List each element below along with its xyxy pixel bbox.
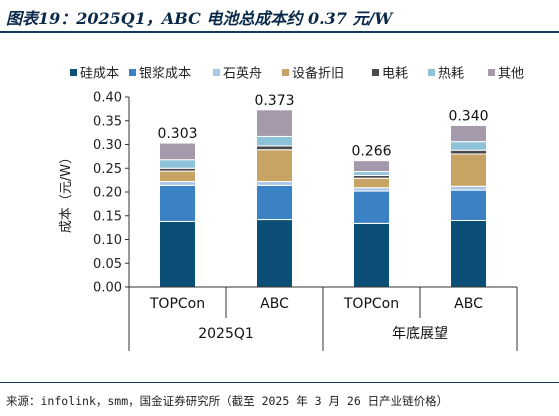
- legend-label: 设备折旧: [292, 66, 344, 82]
- legend-swatch: [70, 69, 77, 76]
- x-group-label: 年底展望: [392, 326, 448, 342]
- bar-segment: [450, 153, 487, 187]
- y-tick-label: 0.00: [93, 281, 122, 296]
- source-note: 来源：infolink，smm，国金证券研究所（截至 2025 年 3 月 26…: [6, 394, 449, 408]
- chart-title: 图表19：2025Q1，ABC 电池总成本约 0.37 元/W: [6, 9, 393, 28]
- bar-segment: [353, 171, 390, 176]
- bar-segment: [450, 149, 487, 155]
- bar-segment: [353, 222, 390, 288]
- legend-label: 其他: [498, 67, 524, 82]
- bar-segment: [159, 220, 196, 288]
- bar-segment: [256, 109, 293, 137]
- y-tick-label: 0.30: [93, 138, 122, 153]
- bar-segment: [159, 159, 196, 169]
- legend-swatch: [213, 69, 220, 76]
- y-tick-label: 0.40: [93, 91, 122, 106]
- bar-segment: [353, 160, 390, 173]
- bar-segment: [159, 142, 196, 161]
- bar-segment: [450, 220, 487, 288]
- bar-segment: [256, 135, 293, 147]
- bar-segment: [450, 189, 487, 222]
- bar-segment: [450, 141, 487, 151]
- x-tick-label: ABC: [454, 296, 483, 312]
- y-tick-label: 0.20: [93, 186, 122, 201]
- title-divider: [0, 31, 559, 33]
- bar-segment: [256, 149, 293, 183]
- legend-swatch: [488, 69, 495, 76]
- legend-swatch: [372, 69, 379, 76]
- legend-label: 硅成本: [80, 67, 119, 82]
- total-label: 0.373: [254, 93, 294, 109]
- y-axis-label: 成本（元/W）: [59, 151, 74, 233]
- legend-swatch: [282, 69, 289, 76]
- y-tick-label: 0.15: [93, 209, 122, 224]
- y-tick-label: 0.10: [93, 233, 122, 248]
- total-label: 0.340: [448, 109, 488, 125]
- x-tick-label: ABC: [260, 296, 289, 312]
- total-label: 0.266: [351, 144, 391, 160]
- legend: 硅成本 银浆成本 石英舟 设备折旧 电耗 热耗 其他: [70, 66, 524, 82]
- legend-label: 银浆成本: [139, 67, 191, 82]
- bar-segment: [159, 184, 196, 222]
- legend-swatch: [129, 69, 136, 76]
- x-axis: TOPCon ABC TOPCon ABC 2025Q1 年底展望: [128, 286, 518, 351]
- bar-segment: [256, 184, 293, 221]
- bar-segment: [159, 170, 196, 183]
- y-tick-label: 0.25: [93, 162, 122, 177]
- bar-segment: [450, 125, 487, 143]
- bar-segment: [256, 181, 293, 186]
- y-tick-label: 0.05: [93, 257, 122, 272]
- bar-segment: [256, 145, 293, 151]
- legend-label: 热耗: [438, 67, 464, 82]
- bar-segment: [450, 185, 487, 191]
- bar-segment: [159, 181, 196, 186]
- legend-swatch: [428, 69, 435, 76]
- bar-segment: [353, 190, 390, 224]
- bar-segment: [256, 219, 293, 288]
- legend-label: 电耗: [382, 67, 408, 82]
- y-axis: 0.00 0.05 0.10 0.15 0.20 0.25 0.30 0.35 0.40: [93, 91, 130, 296]
- x-tick-label: TOPCon: [343, 296, 399, 312]
- y-tick-label: 0.35: [93, 114, 122, 129]
- legend-label: 石英舟: [223, 67, 262, 82]
- x-tick-label: TOPCon: [149, 296, 205, 312]
- total-label: 0.303: [157, 126, 197, 142]
- source-divider: [0, 382, 559, 383]
- x-group-label: 2025Q1: [198, 326, 254, 342]
- bar-segment: [353, 177, 390, 189]
- bars: 0.303 0.373 0.266 0.340: [157, 93, 489, 288]
